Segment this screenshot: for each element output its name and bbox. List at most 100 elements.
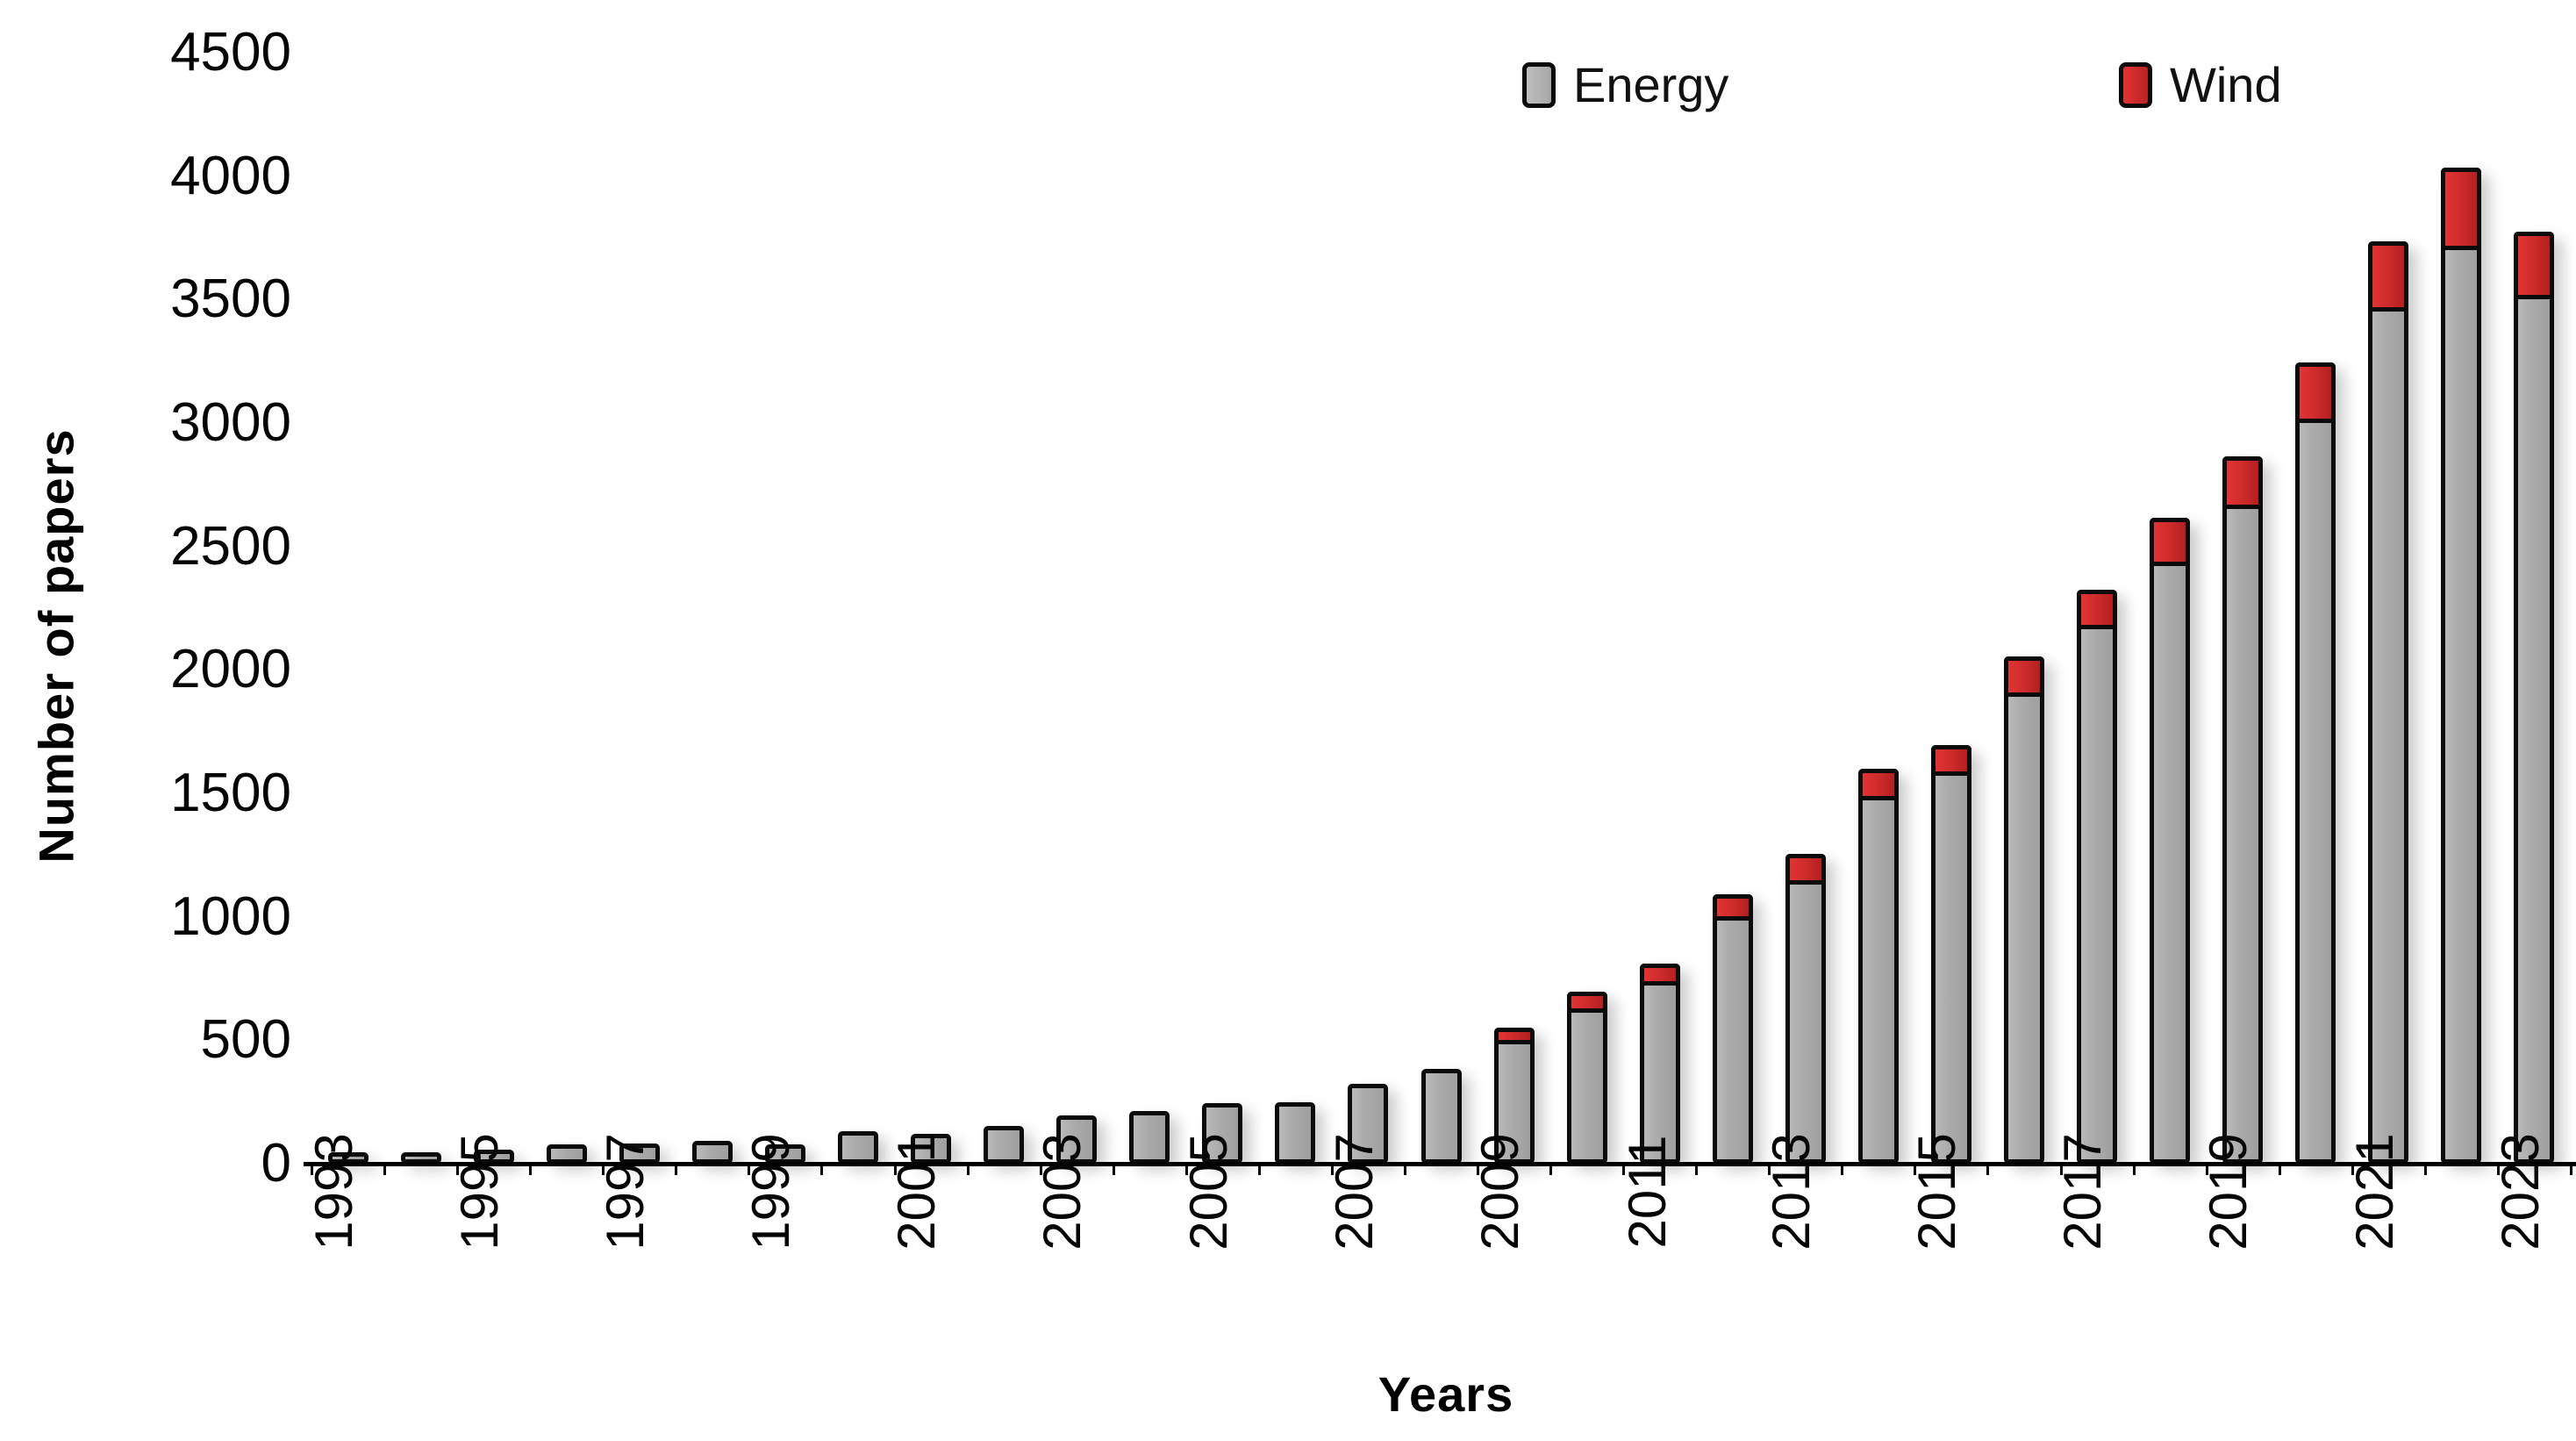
x-tick-label: 2017	[2053, 1133, 2113, 1251]
x-axis-tick	[820, 1166, 824, 1175]
legend-label-energy: Energy	[1573, 57, 1729, 112]
bar-wind-segment	[1930, 745, 1971, 777]
x-tick-label: 2009	[1470, 1133, 1529, 1251]
bar-wind-segment	[2150, 518, 2191, 567]
legend-item-energy: Energy	[1522, 56, 1728, 113]
y-tick-label: 4000	[170, 145, 291, 206]
bar-wind-segment	[2441, 167, 2482, 251]
x-axis-tick	[2423, 1166, 2427, 1175]
legend-label-wind: Wind	[2170, 57, 2282, 112]
x-axis-tick	[1112, 1166, 1115, 1175]
x-axis-tick	[893, 1166, 897, 1175]
x-axis-tick	[2205, 1166, 2208, 1175]
x-axis-tick	[1039, 1166, 1042, 1175]
y-tick-label: 1000	[170, 885, 291, 947]
bar-2000	[837, 1131, 878, 1164]
x-axis-tick	[529, 1166, 533, 1175]
x-axis-tick	[675, 1166, 678, 1175]
bar-wind-segment	[1566, 992, 1607, 1013]
bar-wind-segment	[2077, 589, 2118, 629]
bar-wind-segment	[1785, 853, 1826, 885]
x-tick-label: 2019	[2199, 1133, 2258, 1251]
x-axis-tick	[1695, 1166, 1699, 1175]
y-tick-label: 3000	[170, 392, 291, 453]
bar-wind-segment	[2514, 231, 2555, 300]
x-axis-tick	[1841, 1166, 1844, 1175]
x-axis-tick	[2351, 1166, 2354, 1175]
x-axis-tick	[1330, 1166, 1334, 1175]
x-tick-label: 1997	[596, 1133, 655, 1251]
bar-1997	[619, 1143, 660, 1164]
x-axis-line	[304, 1162, 2576, 1166]
bar-wind-segment	[1493, 1028, 1535, 1044]
bar-2023	[2514, 231, 2555, 1164]
x-tick-label: 1993	[304, 1133, 363, 1251]
x-axis-tick	[2278, 1166, 2281, 1175]
x-tick-label: 2007	[1324, 1133, 1384, 1251]
x-axis-tick	[2570, 1166, 2572, 1175]
bar-2007	[1348, 1083, 1389, 1164]
wind-legend-swatch	[2119, 61, 2152, 108]
bar-2010	[1566, 992, 1607, 1164]
x-axis-tick	[1768, 1166, 1771, 1175]
bar-1998	[691, 1140, 733, 1164]
bar-wind-segment	[1712, 894, 1753, 921]
bar-1995	[473, 1149, 514, 1164]
x-axis-tick	[456, 1166, 460, 1175]
bar-2009	[1493, 1028, 1535, 1164]
bar-2012	[1712, 894, 1753, 1164]
x-axis-tick	[1549, 1166, 1553, 1175]
bar-2016	[2004, 656, 2045, 1164]
x-axis-tick	[1477, 1166, 1480, 1175]
bar-2002	[984, 1125, 1025, 1164]
x-axis-tick	[748, 1166, 751, 1175]
bar-2008	[1420, 1068, 1462, 1164]
bar-2011	[1639, 964, 1680, 1164]
bar-2022	[2441, 167, 2482, 1164]
bar-wind-segment	[2295, 362, 2336, 423]
bar-1993	[327, 1152, 369, 1164]
bar-2003	[1056, 1115, 1098, 1164]
bar-wind-segment	[2222, 455, 2264, 510]
x-axis-title: Years	[1377, 1366, 1514, 1422]
legend-item-wind: Wind	[2119, 56, 2282, 113]
x-axis-tick	[2132, 1166, 2136, 1175]
bar-2004	[1129, 1110, 1170, 1164]
bar-2015	[1930, 745, 1971, 1164]
bar-2005	[1202, 1102, 1243, 1164]
bar-2019	[2222, 455, 2264, 1164]
x-tick-label: 2011	[1618, 1135, 1678, 1249]
x-axis-tick	[383, 1166, 387, 1175]
x-axis-tick	[1257, 1166, 1261, 1175]
x-tick-label: 2001	[887, 1133, 947, 1251]
bar-wind-segment	[2368, 241, 2409, 312]
bar-wind-segment	[1857, 768, 1899, 801]
bar-2021	[2368, 241, 2409, 1164]
x-tick-label: 2023	[2490, 1133, 2550, 1251]
x-axis-tick	[311, 1166, 313, 1175]
bar-2006	[1275, 1101, 1316, 1164]
y-tick-label: 2000	[170, 639, 291, 700]
bar-1994	[400, 1152, 441, 1164]
bar-1999	[764, 1143, 805, 1164]
y-tick-label: 4500	[170, 22, 291, 82]
x-tick-label: 1999	[741, 1133, 801, 1251]
x-tick-label: 2005	[1178, 1133, 1238, 1251]
x-axis-tick	[2059, 1166, 2063, 1175]
x-axis-tick	[602, 1166, 605, 1175]
y-tick-label: 500	[200, 1009, 291, 1071]
y-tick-label: 2500	[170, 515, 291, 577]
bar-2020	[2295, 362, 2336, 1164]
x-tick-label: 2021	[2344, 1133, 2404, 1251]
x-axis-tick	[2496, 1166, 2500, 1175]
bar-2013	[1785, 853, 1826, 1164]
x-tick-label: 2003	[1033, 1133, 1092, 1251]
x-axis-tick	[1403, 1166, 1406, 1175]
bar-2017	[2077, 589, 2118, 1164]
bar-wind-segment	[2004, 656, 2045, 698]
x-axis-tick	[1986, 1166, 1990, 1175]
x-tick-label: 2015	[1907, 1133, 1967, 1251]
x-axis-tick	[1184, 1166, 1188, 1175]
bar-1996	[546, 1143, 587, 1164]
